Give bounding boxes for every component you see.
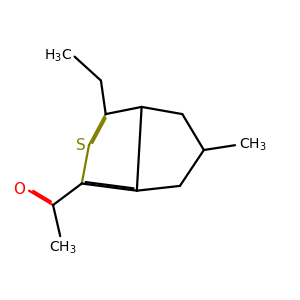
- Text: H$_3$C: H$_3$C: [44, 47, 72, 64]
- Text: O: O: [14, 182, 26, 197]
- Text: CH$_3$: CH$_3$: [49, 240, 76, 256]
- Text: S: S: [76, 138, 86, 153]
- Text: CH$_3$: CH$_3$: [238, 137, 266, 153]
